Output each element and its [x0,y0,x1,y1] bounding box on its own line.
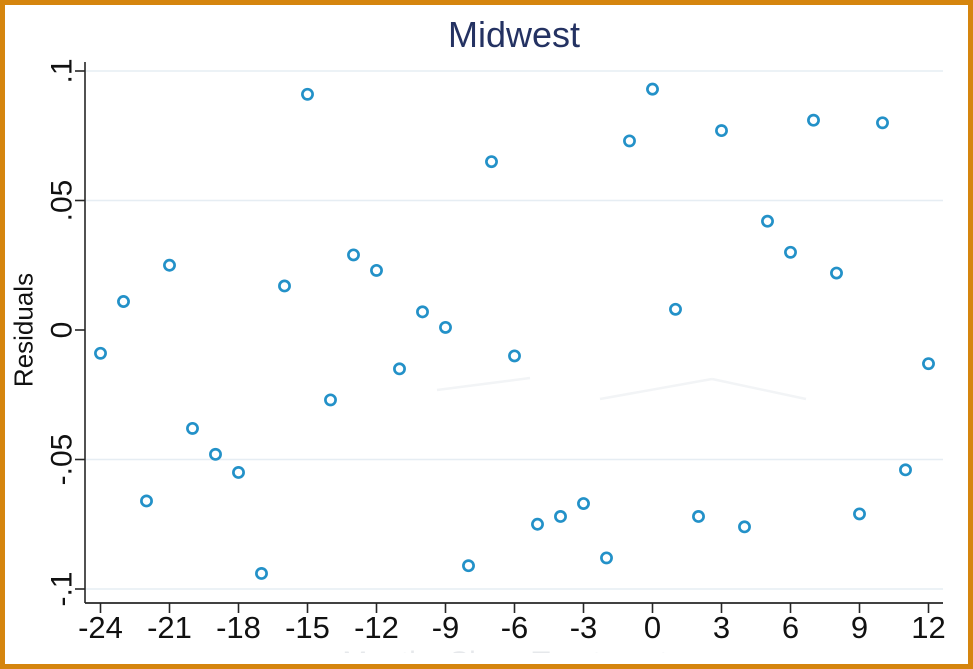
x-axis-title-remnant-clip: Months Since Treatment [85,643,925,653]
data-point [117,295,130,308]
data-point [922,357,935,371]
data-point [761,214,774,228]
data-point [807,113,820,127]
data-point [278,279,291,293]
data-point [255,567,268,580]
data-point [899,463,912,477]
data-point [94,346,107,360]
data-point [370,263,383,277]
data-point [186,421,199,435]
x-axis-title-remnant: Months Since Treatment [85,646,925,653]
x-tick-label: 12 [911,610,945,645]
watermark-remnant [436,376,531,392]
x-tick-label: 9 [851,610,868,645]
chart-title: Midwest [447,14,581,55]
data-point [577,497,590,510]
data-point [301,87,314,101]
data-point [531,517,544,531]
data-point [830,266,843,280]
data-point [209,447,222,461]
data-point [669,302,682,316]
watermark-remnant [711,377,807,401]
data-point [508,349,521,363]
data-point [623,134,636,148]
data-point [393,362,406,376]
x-tick-label: -3 [570,610,598,645]
data-point [232,466,245,479]
x-tick-label: -18 [216,610,261,645]
x-tick-label: 3 [713,610,730,645]
x-tick-label: -21 [147,610,192,645]
data-point [738,520,751,534]
y-tick-label: .1 [46,58,79,83]
x-tick-label: 0 [644,610,661,645]
data-point [600,551,613,565]
scatter-plot-area: .1 .05 0 -.05 -.1 -24 -21 -18 -15 -12 -9 -6 -3 0 3 6 9 12 [46,58,946,645]
data-point [485,155,498,169]
y-tick-label: 0 [46,322,79,339]
y-tick-label: .05 [46,180,79,222]
x-tick-label: -6 [501,610,529,645]
x-tick-label: -9 [432,610,460,645]
watermark-remnant [599,377,713,401]
y-tick-label: -.1 [46,571,79,606]
x-tick-label: -12 [354,610,399,645]
data-point [324,393,337,407]
data-point [439,320,452,334]
x-tick-label: -15 [285,610,330,645]
data-point [853,507,866,521]
data-point [347,248,360,262]
data-point [416,305,429,319]
data-point [715,124,728,138]
data-point [140,494,153,508]
data-point [692,510,705,523]
data-point [163,258,176,272]
data-point [784,245,797,259]
data-point [646,82,659,96]
data-point [554,510,567,523]
data-point [462,559,475,573]
x-tick-label: 6 [782,610,799,645]
data-point [876,116,889,130]
x-tick-label: -24 [78,610,123,645]
y-tick-label: -.05 [46,434,79,486]
